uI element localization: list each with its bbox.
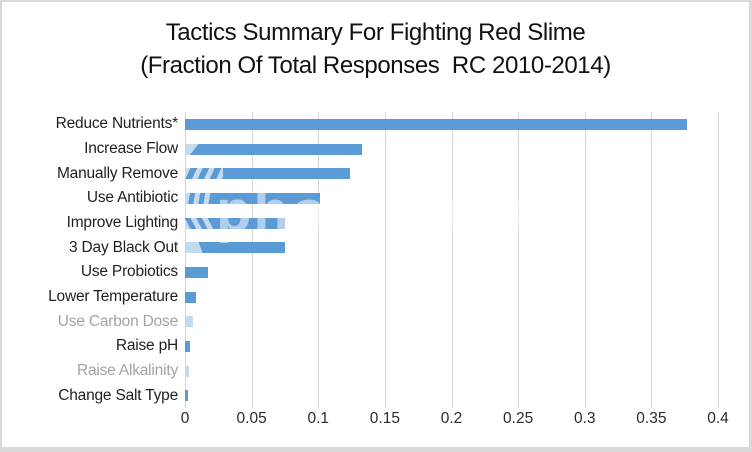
chart-subtitle: (Fraction Of Total Responses RC 2010-201… xyxy=(140,52,611,79)
bar-row xyxy=(185,334,718,359)
category-label: Use Antibiotic xyxy=(86,189,178,207)
bar-row xyxy=(185,309,718,334)
gridline xyxy=(451,112,453,408)
bar-row xyxy=(185,137,718,162)
category-label: Lower Temperature xyxy=(48,288,178,306)
category-label: Manually Remove xyxy=(56,164,178,182)
category-axis-labels: Reduce Nutrients* Increase Flow Manually R… xyxy=(8,112,178,408)
chart-title: Tactics Summary For Fighting Red Slime xyxy=(165,19,586,46)
bar-row xyxy=(185,383,718,408)
gridline xyxy=(318,112,320,408)
bar xyxy=(185,340,191,352)
bar xyxy=(185,291,196,303)
gridline xyxy=(251,112,253,408)
x-tick-label: 0.2 xyxy=(440,410,463,427)
bar-row xyxy=(185,186,718,211)
gridline xyxy=(718,112,719,408)
bar-rows xyxy=(185,112,718,408)
bar-row xyxy=(185,260,718,285)
category-label: Raise Alkalinity xyxy=(76,362,178,380)
bar xyxy=(185,143,363,155)
bar xyxy=(185,316,193,328)
bar-row xyxy=(185,285,718,310)
bar xyxy=(185,168,351,180)
bar xyxy=(185,192,320,204)
category-label: Raise pH xyxy=(115,337,178,355)
x-tick-label: 0.35 xyxy=(636,410,667,427)
bar-row xyxy=(185,235,718,260)
x-tick-label: 0.4 xyxy=(707,410,729,427)
bar-row xyxy=(185,112,718,137)
bar xyxy=(185,266,208,278)
category-label: Reduce Nutrients* xyxy=(55,115,179,133)
gridline xyxy=(518,112,520,408)
bar xyxy=(185,390,188,402)
bar-row xyxy=(185,359,718,384)
gridline xyxy=(185,112,186,408)
category-label: Increase Flow xyxy=(84,140,178,157)
gridline xyxy=(384,112,386,408)
x-axis-tick-labels: 0 0.05 0.1 0.15 0.2 0.25 0.3 0.35 0.4 xyxy=(181,410,729,434)
bar xyxy=(185,365,189,377)
x-tick-label: 0.3 xyxy=(573,410,596,427)
category-label: Improve Lighting xyxy=(66,214,179,232)
category-label: Use Probiotics xyxy=(80,263,178,281)
x-tick-label: 0.1 xyxy=(307,410,330,427)
bar xyxy=(185,118,688,130)
gridline xyxy=(651,112,653,408)
bar-row xyxy=(185,211,718,236)
bar xyxy=(185,217,285,229)
x-tick-label: 0.15 xyxy=(369,410,400,427)
plot-area xyxy=(185,112,719,408)
x-tick-label: 0.25 xyxy=(503,410,534,427)
category-label: Change Salt Type xyxy=(58,386,178,404)
x-tick-label: 0.05 xyxy=(236,410,267,427)
category-label: Use Carbon Dose xyxy=(57,312,178,330)
category-label: 3 Day Black Out xyxy=(69,238,178,256)
chart-title-block: Tactics Summary For Fighting Red Slime (… xyxy=(2,16,749,82)
gridline xyxy=(584,112,586,408)
bar-row xyxy=(185,161,718,186)
bar xyxy=(185,242,285,254)
x-tick-label: 0 xyxy=(180,410,190,427)
